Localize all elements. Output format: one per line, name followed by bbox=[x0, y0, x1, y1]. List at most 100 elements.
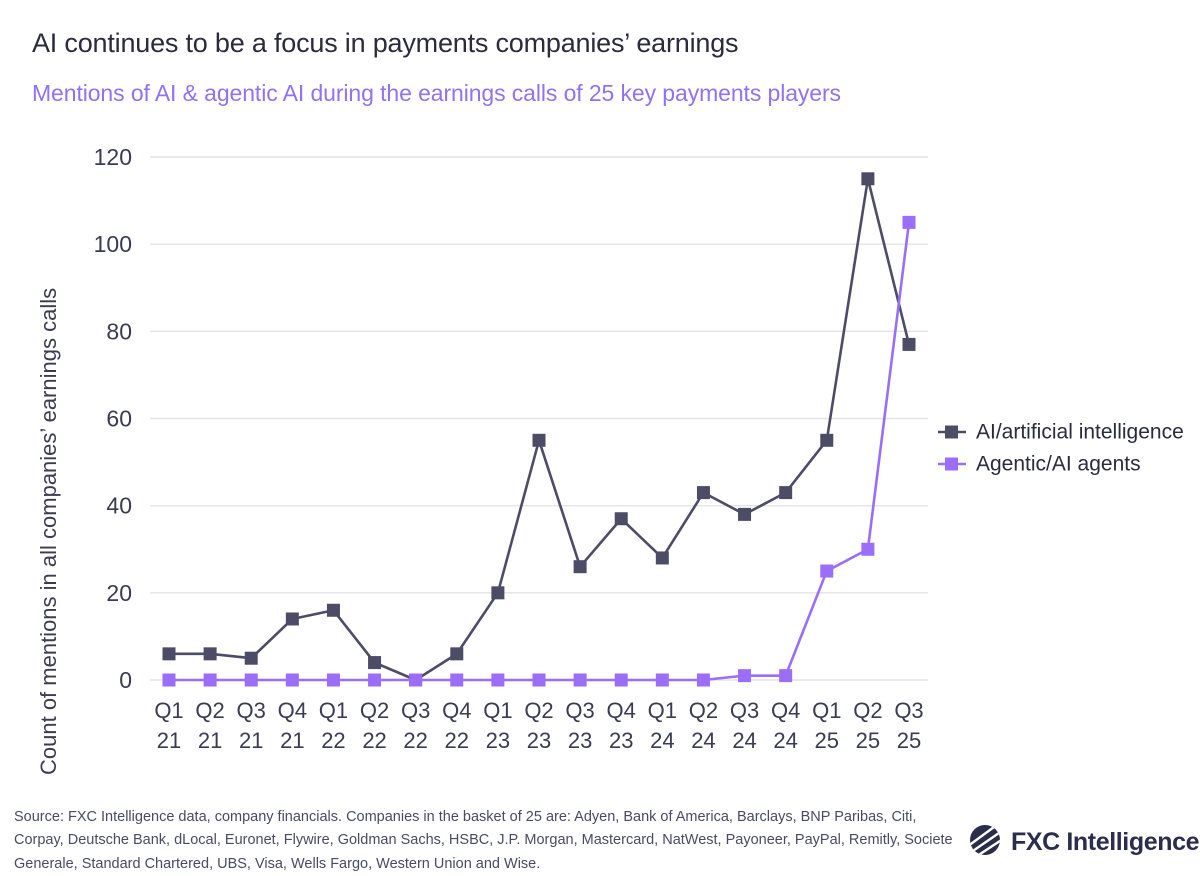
data-point-marker[interactable] bbox=[326, 673, 340, 687]
legend-item-1[interactable]: AI/artificial intelligence bbox=[938, 421, 1184, 444]
x-tick-label-year: 21 bbox=[198, 728, 222, 753]
data-point-marker[interactable] bbox=[779, 486, 793, 500]
data-point-marker[interactable] bbox=[409, 673, 423, 687]
data-point-marker[interactable] bbox=[738, 669, 752, 683]
data-point-marker[interactable] bbox=[902, 337, 916, 351]
data-point-marker[interactable] bbox=[820, 564, 834, 578]
x-tick-label-quarter: Q4 bbox=[278, 698, 307, 723]
page-title: AI continues to be a focus in payments c… bbox=[32, 28, 739, 58]
data-point-marker[interactable] bbox=[614, 673, 628, 687]
x-tick-label-quarter: Q3 bbox=[401, 698, 430, 723]
y-tick-label: 80 bbox=[106, 318, 132, 344]
data-point-marker[interactable] bbox=[203, 673, 217, 687]
x-tick-label-year: 22 bbox=[321, 728, 345, 753]
x-tick-label-year: 25 bbox=[897, 728, 921, 753]
data-point-marker[interactable] bbox=[450, 647, 464, 661]
data-point-marker[interactable] bbox=[820, 433, 834, 447]
x-tick-label-quarter: Q2 bbox=[689, 698, 718, 723]
legend-item-2[interactable]: Agentic/AI agents bbox=[938, 453, 1141, 476]
data-point-marker[interactable] bbox=[532, 433, 546, 447]
chart-legend: AI/artificial intelligence Agentic/AI age… bbox=[938, 421, 1184, 476]
x-tick-label-quarter: Q3 bbox=[565, 698, 594, 723]
data-point-marker[interactable] bbox=[491, 586, 505, 600]
legend-label: Agentic/AI agents bbox=[976, 453, 1141, 476]
x-axis-tick-labels: Q1 21 Q2 21 Q3 21 Q4 21 Q1 22 Q2 22 Q3 22 Q4 22 Q1 23 Q2 23… bbox=[154, 698, 923, 753]
data-point-marker[interactable] bbox=[162, 673, 176, 687]
data-point-marker[interactable] bbox=[285, 673, 299, 687]
x-tick-label-year: 21 bbox=[157, 728, 181, 753]
line-chart-svg: 0 20 40 60 80 100 120 Q1 21 Q2 21 Q3 21 Q4 21 Q1 22 Q2 22… bbox=[94, 144, 1184, 753]
data-point-marker[interactable] bbox=[738, 507, 752, 521]
fxc-intelligence-logo: FXC Intelligence bbox=[968, 823, 1199, 862]
chart-subtitle: Mentions of AI & agentic AI during the e… bbox=[32, 80, 841, 106]
y-tick-label: 100 bbox=[94, 231, 132, 257]
data-point-marker[interactable] bbox=[614, 512, 628, 526]
x-tick-label-year: 24 bbox=[773, 728, 797, 753]
data-point-marker[interactable] bbox=[491, 673, 505, 687]
data-point-marker[interactable] bbox=[162, 647, 176, 661]
x-tick-label-quarter: Q4 bbox=[442, 698, 471, 723]
y-tick-label: 60 bbox=[106, 406, 132, 432]
data-point-marker[interactable] bbox=[573, 673, 587, 687]
data-point-marker[interactable] bbox=[655, 673, 669, 687]
data-point-marker[interactable] bbox=[655, 551, 669, 565]
x-tick-label-quarter: Q2 bbox=[195, 698, 224, 723]
data-point-marker[interactable] bbox=[244, 673, 258, 687]
logo-wordmark: FXC Intelligence bbox=[1011, 828, 1200, 856]
x-tick-label-year: 25 bbox=[856, 728, 880, 753]
data-point-marker[interactable] bbox=[696, 486, 710, 500]
x-tick-label-year: 25 bbox=[815, 728, 839, 753]
gridlines bbox=[150, 156, 928, 681]
x-tick-label-quarter: Q1 bbox=[483, 698, 512, 723]
x-tick-label-year: 24 bbox=[650, 728, 674, 753]
series-1 bbox=[162, 172, 916, 687]
data-point-marker[interactable] bbox=[696, 673, 710, 687]
x-tick-label-quarter: Q4 bbox=[607, 698, 636, 723]
data-point-marker[interactable] bbox=[326, 603, 340, 617]
series-layer bbox=[162, 172, 916, 687]
x-tick-label-quarter: Q3 bbox=[730, 698, 759, 723]
series-2 bbox=[162, 215, 916, 687]
data-point-marker[interactable] bbox=[203, 647, 217, 661]
x-tick-label-quarter: Q2 bbox=[360, 698, 389, 723]
x-tick-label-year: 24 bbox=[732, 728, 756, 753]
data-point-marker[interactable] bbox=[285, 612, 299, 626]
x-tick-label-quarter: Q1 bbox=[812, 698, 841, 723]
x-tick-label-year: 21 bbox=[280, 728, 304, 753]
x-tick-label-quarter: Q4 bbox=[771, 698, 800, 723]
data-point-marker[interactable] bbox=[902, 215, 916, 229]
x-tick-label-quarter: Q3 bbox=[237, 698, 266, 723]
data-point-marker[interactable] bbox=[861, 542, 875, 556]
x-tick-label-quarter: Q2 bbox=[524, 698, 553, 723]
x-tick-label-year: 21 bbox=[239, 728, 263, 753]
y-tick-label: 20 bbox=[106, 580, 132, 606]
x-tick-label-year: 22 bbox=[403, 728, 427, 753]
data-point-marker[interactable] bbox=[861, 172, 875, 186]
data-point-marker[interactable] bbox=[779, 669, 793, 683]
y-tick-label: 120 bbox=[94, 144, 132, 170]
x-tick-label-quarter: Q1 bbox=[648, 698, 677, 723]
series-line bbox=[167, 221, 911, 682]
y-axis-tick-labels: 0 20 40 60 80 100 120 bbox=[94, 144, 132, 693]
y-tick-label: 40 bbox=[106, 493, 132, 519]
source-note: Source: FXC Intelligence data, company f… bbox=[14, 809, 953, 872]
data-point-marker[interactable] bbox=[368, 656, 382, 670]
data-point-marker[interactable] bbox=[532, 673, 546, 687]
x-tick-label-year: 24 bbox=[691, 728, 715, 753]
series-line bbox=[167, 177, 911, 682]
x-tick-label-year: 22 bbox=[362, 728, 386, 753]
data-point-marker[interactable] bbox=[450, 673, 464, 687]
legend-label: AI/artificial intelligence bbox=[976, 421, 1184, 444]
x-tick-label-quarter: Q2 bbox=[853, 698, 882, 723]
y-tick-label: 0 bbox=[119, 667, 132, 693]
data-point-marker[interactable] bbox=[244, 651, 258, 665]
x-tick-label-quarter: Q1 bbox=[319, 698, 348, 723]
globe-icon bbox=[968, 823, 1002, 862]
legend-marker-swatch bbox=[945, 425, 958, 439]
data-point-marker[interactable] bbox=[573, 560, 587, 574]
x-tick-label-year: 22 bbox=[445, 728, 469, 753]
x-tick-label-year: 23 bbox=[568, 728, 592, 753]
data-point-marker[interactable] bbox=[368, 673, 382, 687]
